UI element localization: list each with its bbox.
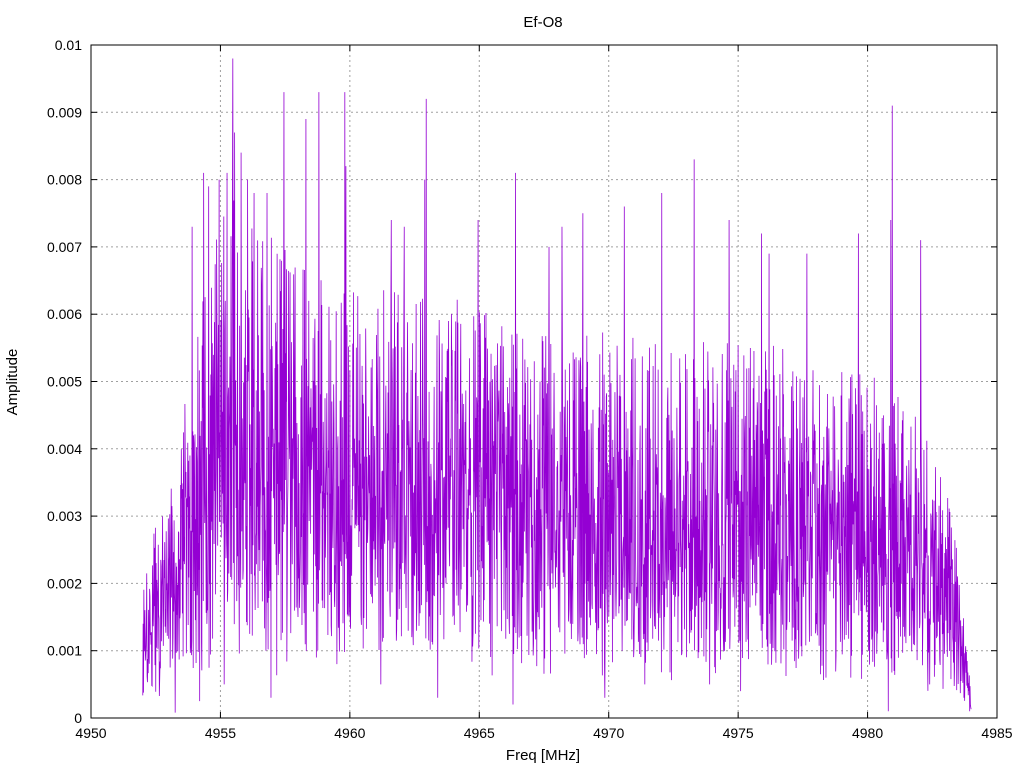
series-line-0 [142, 58, 972, 713]
y-tick-label: 0 [74, 710, 82, 726]
y-tick-label: 0.002 [47, 575, 82, 591]
y-tick-label: 0.003 [47, 508, 82, 524]
x-tick-label: 4960 [334, 725, 365, 741]
y-tick-label: 0.01 [55, 37, 82, 53]
y-tick-label: 0.008 [47, 172, 82, 188]
plot-frame [90, 44, 998, 719]
x-tick-label: 4970 [593, 725, 624, 741]
y-tick-label: 0.001 [47, 643, 82, 659]
y-tick-label: 0.007 [47, 239, 82, 255]
y-tick-label: 0.006 [47, 306, 82, 322]
x-tick-label: 4980 [852, 725, 883, 741]
x-tick-label: 4965 [464, 725, 495, 741]
y-tick-label: 0.004 [47, 441, 82, 457]
x-axis-label: Freq [MHz] [506, 747, 580, 764]
x-tick-label: 4975 [723, 725, 754, 741]
chart-title: Ef-O8 [523, 14, 562, 31]
y-tick-label: 0.005 [47, 374, 82, 390]
x-tick-label: 4985 [981, 725, 1012, 741]
y-axis-label: Amplitude [4, 349, 21, 416]
ticks-layer: 4950 4955 4960 4965 4970 4975 4980 4985 0 0.001 0.… [47, 37, 1013, 741]
y-tick-label: 0.009 [47, 104, 82, 120]
x-tick-label: 4950 [75, 725, 106, 741]
series-layer [142, 58, 972, 713]
x-tick-label: 4955 [205, 725, 236, 741]
